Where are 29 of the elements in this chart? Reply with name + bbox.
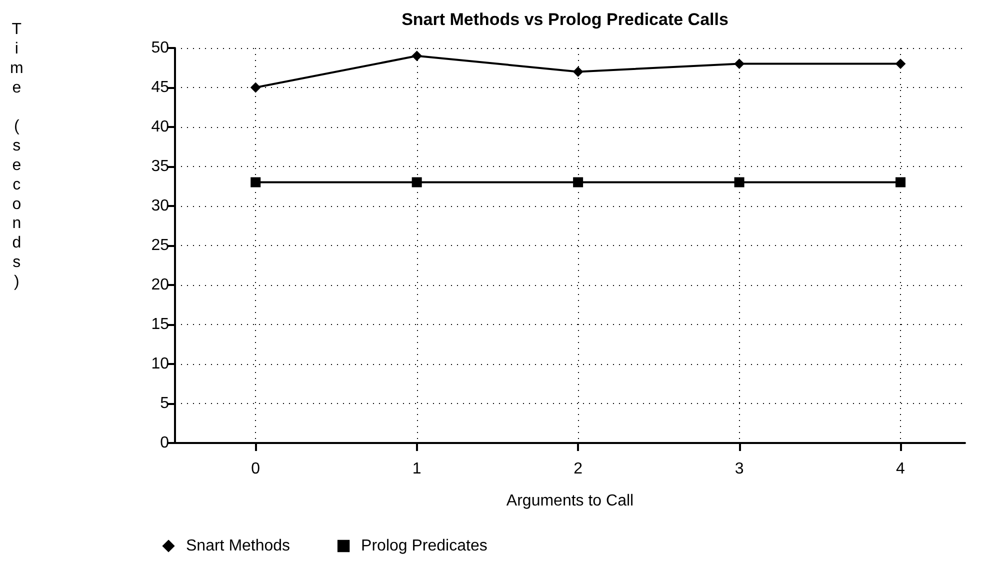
y-tick-label: 20 [151, 276, 170, 294]
text: Time (seconds) [10, 21, 24, 290]
y-tick-label: 45 [151, 79, 170, 96]
point [573, 177, 584, 188]
x-tick-label: 4 [896, 460, 906, 478]
point [250, 177, 261, 188]
y-tick-label: 10 [151, 356, 170, 372]
x-axis-title: Arguments to Call [506, 492, 634, 510]
point [734, 177, 744, 188]
point [250, 82, 261, 92]
point [412, 177, 422, 188]
legend-label: Prolog Predicates [361, 538, 488, 554]
legend-label: Snart Methods [186, 538, 290, 554]
y-tick-label: 35 [151, 158, 170, 175]
point [896, 58, 906, 69]
x-tick-label: 0 [251, 460, 260, 478]
chart-title: Snart Methods vs Prolog Predicate Calls [402, 10, 728, 29]
point [573, 66, 584, 77]
point [734, 58, 744, 69]
x-tick-label: 2 [574, 460, 583, 478]
x-tick-label: 3 [734, 460, 744, 478]
point [412, 50, 422, 61]
y-tick-label: 15 [151, 316, 170, 333]
y-tick-label: 40 [151, 118, 170, 136]
y-tick-label: 50 [151, 40, 170, 56]
point [896, 177, 906, 188]
y-tick-label: 30 [151, 198, 170, 214]
x-tick-label: 1 [412, 460, 422, 478]
y-tick-label: 25 [151, 237, 170, 254]
